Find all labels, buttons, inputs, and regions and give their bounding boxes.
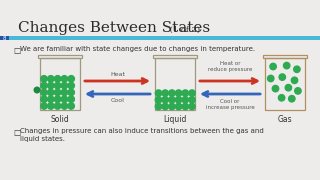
Text: Changes Between States: Changes Between States <box>18 21 210 35</box>
Circle shape <box>48 82 54 89</box>
Circle shape <box>68 96 75 102</box>
Circle shape <box>155 97 162 103</box>
Circle shape <box>54 82 61 89</box>
Circle shape <box>278 95 285 101</box>
Circle shape <box>48 76 54 82</box>
Circle shape <box>54 96 61 102</box>
Circle shape <box>41 76 47 82</box>
Bar <box>40 58 80 110</box>
Text: 8: 8 <box>3 35 6 40</box>
Circle shape <box>68 103 75 109</box>
Circle shape <box>175 103 182 110</box>
Circle shape <box>169 103 175 110</box>
Circle shape <box>48 103 54 109</box>
Circle shape <box>162 90 168 96</box>
Circle shape <box>268 75 274 82</box>
Bar <box>263 55 307 58</box>
Text: □: □ <box>13 46 20 55</box>
Circle shape <box>279 74 285 80</box>
Circle shape <box>285 84 292 91</box>
Circle shape <box>272 85 279 92</box>
Circle shape <box>189 103 195 110</box>
Circle shape <box>169 97 175 103</box>
Circle shape <box>289 96 295 102</box>
Circle shape <box>270 63 276 70</box>
Circle shape <box>54 89 61 96</box>
Bar <box>0 36 9 40</box>
Circle shape <box>41 96 47 102</box>
Circle shape <box>175 90 182 96</box>
Circle shape <box>54 103 61 109</box>
Circle shape <box>155 90 162 96</box>
Circle shape <box>41 89 47 96</box>
Circle shape <box>284 62 290 69</box>
Circle shape <box>68 82 75 89</box>
Circle shape <box>41 82 47 89</box>
Bar <box>265 58 305 110</box>
Circle shape <box>162 97 168 103</box>
Circle shape <box>169 90 175 96</box>
Circle shape <box>162 103 168 110</box>
Circle shape <box>48 89 54 96</box>
Circle shape <box>41 103 47 109</box>
Circle shape <box>294 66 300 73</box>
Circle shape <box>34 87 40 93</box>
Circle shape <box>182 103 188 110</box>
Text: Liquid: Liquid <box>163 115 187 124</box>
Text: Heat: Heat <box>110 72 125 77</box>
Circle shape <box>68 76 75 82</box>
Text: Changes in pressure can also induce transitions between the gas and
liquid state: Changes in pressure can also induce tran… <box>20 128 264 142</box>
Text: (1 of 2): (1 of 2) <box>167 26 200 34</box>
Circle shape <box>61 89 68 96</box>
Text: We are familiar with state changes due to changes in temperature.: We are familiar with state changes due t… <box>20 46 255 52</box>
Circle shape <box>189 90 195 96</box>
Circle shape <box>61 76 68 82</box>
Bar <box>0 36 320 40</box>
Circle shape <box>61 96 68 102</box>
Bar <box>38 55 82 58</box>
Text: Cool: Cool <box>111 98 124 103</box>
Circle shape <box>182 90 188 96</box>
Circle shape <box>182 97 188 103</box>
Bar <box>153 55 197 58</box>
Text: Gas: Gas <box>278 115 292 124</box>
Circle shape <box>61 82 68 89</box>
Circle shape <box>54 76 61 82</box>
Circle shape <box>291 77 298 84</box>
Circle shape <box>295 88 301 94</box>
Circle shape <box>68 89 75 96</box>
Circle shape <box>189 97 195 103</box>
Text: □: □ <box>13 128 20 137</box>
Circle shape <box>61 103 68 109</box>
Text: Cool or
increase pressure: Cool or increase pressure <box>206 99 254 110</box>
Circle shape <box>175 97 182 103</box>
Circle shape <box>155 103 162 110</box>
Bar <box>155 58 195 110</box>
Text: Heat or
reduce pressure: Heat or reduce pressure <box>208 61 252 72</box>
Circle shape <box>48 96 54 102</box>
Text: Solid: Solid <box>51 115 69 124</box>
